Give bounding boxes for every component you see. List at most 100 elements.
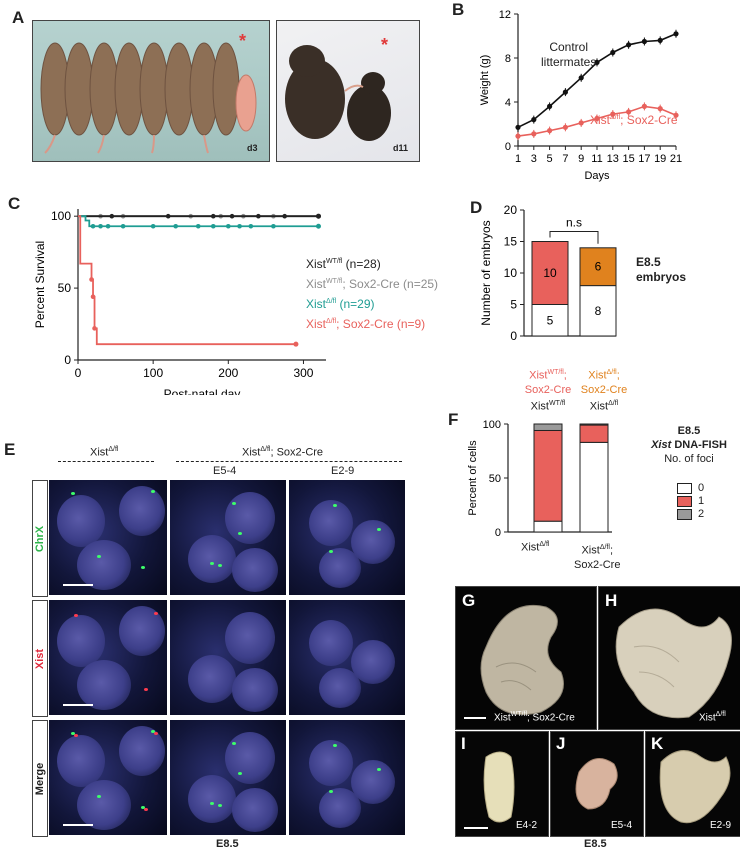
photo-embryo-i: I E4-2 — [455, 731, 549, 837]
xist-focus — [144, 808, 148, 811]
fish-image-xist — [49, 600, 167, 715]
control-series-label: Control littermates — [541, 40, 597, 69]
fish-image-chrx — [49, 480, 167, 595]
embryo-i-drawing — [483, 751, 515, 823]
fish-foci-chart: 0 50 100 Percent of cells — [467, 419, 612, 536]
x-tick-label: 21 — [670, 153, 682, 165]
nucleus — [188, 775, 236, 823]
xist-focus — [74, 734, 78, 737]
x-tick-label: 19 — [654, 153, 666, 165]
data-point — [626, 42, 632, 48]
nucleus — [119, 726, 165, 776]
legend-entry: XistΔ/fl; Sox2-Cre (n=9) — [306, 317, 426, 331]
panel-letter-k: K — [651, 734, 664, 753]
embryo-h-drawing — [615, 608, 732, 719]
x-tick-label: 100 — [143, 366, 163, 380]
y-tick-label: 0 — [510, 329, 517, 343]
stacked-bar-segment — [533, 423, 563, 431]
panel-letter-i: I — [461, 734, 466, 753]
mutant-series-label: XistΔ/fl; Sox2-Cre — [590, 113, 678, 127]
nucleus — [77, 780, 131, 830]
data-point — [531, 131, 537, 137]
censor-mark — [226, 223, 231, 229]
y-tick-label: 50 — [489, 473, 501, 485]
nucleus — [319, 668, 361, 708]
stacked-bar-segment — [579, 285, 617, 337]
significance-label: n.s — [566, 216, 582, 230]
bar-value-label: 10 — [543, 266, 557, 280]
chrx-focus — [329, 550, 333, 553]
x-tick-label: 7 — [562, 153, 568, 165]
legend-entry: XistWT/fl; Sox2-Cre (n=25) — [306, 277, 439, 291]
censor-mark — [105, 223, 111, 229]
chrx-focus — [71, 492, 75, 495]
nucleus — [309, 740, 353, 786]
censor-mark — [195, 223, 201, 229]
stacked-bar-segment — [579, 424, 609, 443]
data-point — [657, 37, 663, 44]
y-tick-label: 100 — [51, 209, 71, 223]
scale-bar — [63, 824, 93, 826]
censor-mark — [90, 294, 96, 300]
y-tick-label: 0 — [505, 141, 511, 153]
data-point — [562, 124, 568, 130]
censor-mark — [89, 277, 94, 282]
photo-day-label: d11 — [393, 143, 409, 153]
fish-image-merge — [289, 720, 405, 835]
data-point — [673, 112, 679, 118]
censor-mark — [92, 326, 97, 331]
survival-chart: 0 50 100 0 100 200 300 Post-natal day Percent Su… — [33, 209, 326, 395]
panel-letter-h: H — [605, 591, 618, 610]
f-legend-entry: 2 — [677, 508, 704, 521]
f-category-2: XistΔ/fl; Sox2-Cre — [574, 544, 621, 571]
censor-mark — [315, 213, 321, 219]
x-tick-label: 1 — [515, 153, 521, 165]
legend-entry: XistΔ/fl (n=29) — [306, 297, 375, 311]
photo-mice-d11: * d11 — [276, 20, 420, 162]
chrx-focus — [151, 730, 155, 733]
y-axis-title: Percent of cells — [467, 440, 479, 516]
marker-asterisk-a1: * — [239, 31, 247, 51]
censor-mark — [120, 223, 126, 229]
xist-focus — [154, 732, 158, 735]
marker-asterisk-a2: * — [381, 35, 389, 55]
data-point — [610, 111, 616, 117]
fish-image-merge — [170, 720, 286, 835]
d-category-2: XistΔ/fl; Sox2-Cre XistΔ/fl — [580, 369, 628, 413]
chrx-focus — [329, 790, 333, 793]
photo-pups-d3: * d3 — [32, 20, 270, 162]
e-header-mutant: XistΔ/fl; Sox2-Cre — [242, 446, 324, 459]
data-point — [641, 38, 647, 45]
x-tick-label: 200 — [218, 366, 238, 380]
scale-bar — [63, 584, 93, 586]
panel-letter-a: A — [12, 8, 25, 27]
g-genotype-label: XistWT/fl; Sox2-Cre — [494, 711, 575, 724]
nucleus — [119, 486, 165, 536]
chrx-focus — [232, 502, 236, 505]
nucleus — [319, 548, 361, 588]
e-header-divider — [176, 461, 402, 462]
nucleus — [188, 655, 236, 703]
data-point — [594, 115, 600, 122]
e-footer: E8.5 — [216, 838, 239, 850]
censor-mark — [293, 341, 299, 347]
x-tick-label: 3 — [531, 153, 537, 165]
censor-mark — [256, 213, 261, 219]
chrx-focus — [232, 742, 236, 745]
y-tick-label: 10 — [504, 266, 518, 280]
xist-focus — [144, 688, 148, 691]
data-point — [531, 117, 537, 123]
bar-value-label: 6 — [595, 260, 602, 274]
nucleus — [119, 606, 165, 656]
chrx-focus — [151, 490, 155, 493]
h-genotype-label: XistΔ/fl — [699, 711, 726, 724]
nucleus — [232, 548, 278, 592]
chrx-focus — [218, 804, 222, 807]
nucleus — [351, 640, 395, 684]
y-tick-label: 5 — [510, 298, 517, 312]
x-tick-label: 11 — [591, 153, 602, 165]
x-tick-label: 9 — [578, 153, 584, 165]
f-category-1: XistΔ/fl — [521, 541, 550, 554]
e-sub-e54: E5-4 — [213, 465, 237, 477]
